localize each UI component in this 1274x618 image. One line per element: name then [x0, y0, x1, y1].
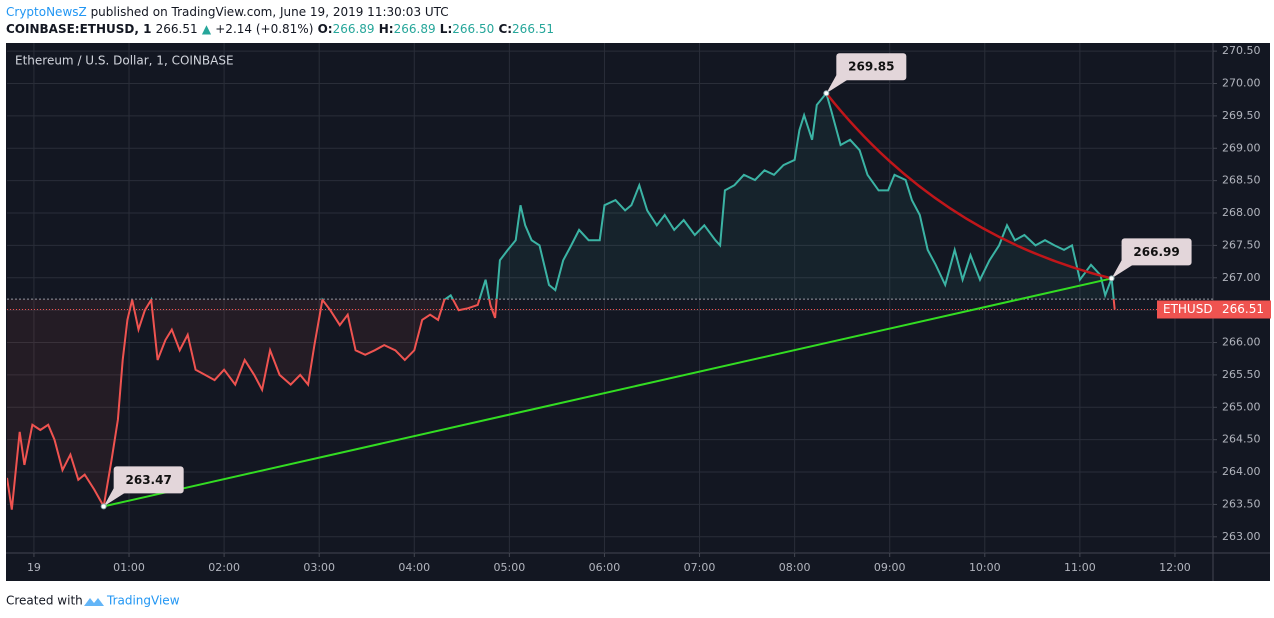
- l: 266.50: [452, 22, 494, 36]
- y-tick-label: 270.00: [1222, 77, 1261, 90]
- o: 266.89: [333, 22, 375, 36]
- last-price-value: 266.51: [1222, 302, 1264, 316]
- y-tick-label: 268.50: [1222, 174, 1261, 187]
- x-tick-label: 07:00: [684, 561, 716, 574]
- o-label: O:: [318, 22, 333, 36]
- y-tick-label: 263.00: [1222, 530, 1261, 543]
- y-tick-label: 269.00: [1222, 141, 1261, 154]
- brand-logo: [84, 598, 104, 606]
- price-line-down: [7, 299, 1116, 510]
- chart-background: [6, 43, 1270, 581]
- arrow: ▲: [202, 22, 212, 36]
- y-tick-label: 267.50: [1222, 238, 1261, 251]
- x-tick-label: 03:00: [303, 561, 335, 574]
- y-tick-label: 270.50: [1222, 44, 1261, 57]
- y-tick-label: 268.00: [1222, 206, 1261, 219]
- x-tick-label: 04:00: [398, 561, 430, 574]
- x-tick-label: 08:00: [779, 561, 811, 574]
- y-tick-label: 265.00: [1222, 400, 1261, 413]
- author: CryptoNewsZ: [6, 5, 87, 19]
- symbol: COINBASE:ETHUSD, 1: [6, 22, 151, 36]
- annotation-point: [1108, 275, 1115, 282]
- published: published on TradingView.com, June 19, 2…: [91, 5, 449, 19]
- annotation-label: 263.47: [126, 473, 172, 487]
- area-up: [445, 93, 1114, 300]
- y-tick-label: 265.50: [1222, 368, 1261, 381]
- area-down: [7, 299, 1115, 510]
- ohlc-line: COINBASE:ETHUSD, 1 266.51 ▲ +2.14 (+0.81…: [6, 22, 554, 36]
- y-tick-label: 263.50: [1222, 497, 1261, 510]
- x-tick-label: 19: [27, 561, 41, 574]
- last-price-name: ETHUSD: [1163, 302, 1213, 316]
- annotation-label: 269.85: [848, 60, 894, 74]
- callout-box: [836, 53, 907, 81]
- h-label: H:: [379, 22, 394, 36]
- x-tick-label: 06:00: [589, 561, 621, 574]
- annotation-point: [823, 90, 830, 97]
- annotation-label: 266.99: [1133, 245, 1179, 259]
- change: +2.14 (+0.81%): [215, 22, 313, 36]
- footer-text: Created with: [6, 594, 83, 608]
- footer-brand: TradingView: [106, 594, 180, 608]
- header-line: CryptoNewsZ published on TradingView.com…: [6, 5, 449, 19]
- price: 266.51: [156, 22, 198, 36]
- trend-curve: [825, 92, 1112, 280]
- c-label: C:: [498, 22, 512, 36]
- x-tick-label: 10:00: [969, 561, 1001, 574]
- annotation-point: [100, 503, 107, 510]
- x-tick-label: 01:00: [113, 561, 145, 574]
- x-tick-label: 09:00: [874, 561, 906, 574]
- chart-title: Ethereum / U.S. Dollar, 1, COINBASE: [15, 54, 234, 68]
- y-tick-label: 266.00: [1222, 336, 1261, 349]
- y-tick-label: 267.00: [1222, 271, 1261, 284]
- y-tick-label: 264.00: [1222, 465, 1261, 478]
- callout-box: [1121, 238, 1192, 266]
- trend-line: [103, 277, 1112, 508]
- callout-box: [113, 466, 184, 494]
- last-price-tag: [1157, 300, 1271, 319]
- h: 266.89: [394, 22, 436, 36]
- y-tick-label: 269.50: [1222, 109, 1261, 122]
- x-tick-label: 12:00: [1159, 561, 1191, 574]
- x-tick-label: 02:00: [208, 561, 240, 574]
- l-label: L:: [440, 22, 452, 36]
- y-tick-label: 264.50: [1222, 433, 1261, 446]
- x-tick-label: 05:00: [494, 561, 526, 574]
- x-tick-label: 11:00: [1064, 561, 1096, 574]
- c: 266.51: [512, 22, 554, 36]
- price-line-up: [150, 91, 1115, 300]
